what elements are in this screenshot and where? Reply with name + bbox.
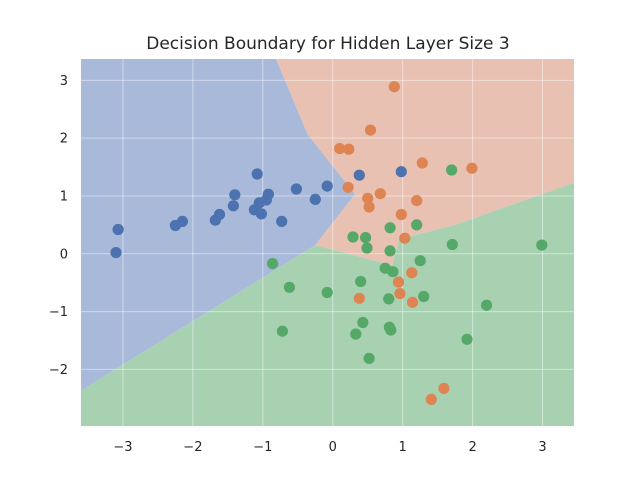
point-class-1 bbox=[416, 157, 428, 169]
point-class-1 bbox=[466, 162, 478, 174]
point-class-2 bbox=[385, 324, 397, 336]
point-class-2 bbox=[446, 164, 458, 176]
point-class-2 bbox=[267, 258, 279, 270]
point-class-2 bbox=[360, 232, 372, 244]
point-class-2 bbox=[418, 290, 430, 303]
point-class-0 bbox=[262, 188, 274, 200]
point-class-2 bbox=[355, 275, 367, 288]
point-class-0 bbox=[227, 200, 239, 212]
point-class-2 bbox=[384, 222, 396, 234]
point-class-0 bbox=[110, 247, 122, 259]
point-class-2 bbox=[384, 245, 396, 257]
point-class-1 bbox=[406, 267, 418, 279]
point-class-2 bbox=[446, 238, 458, 251]
point-class-2 bbox=[363, 352, 375, 364]
point-class-2 bbox=[387, 266, 399, 278]
point-class-2 bbox=[283, 281, 295, 293]
point-class-1 bbox=[363, 201, 375, 213]
point-class-1 bbox=[394, 288, 406, 300]
point-class-0 bbox=[353, 169, 365, 181]
point-class-2 bbox=[361, 242, 373, 254]
point-class-1 bbox=[353, 292, 365, 304]
point-class-2 bbox=[357, 316, 369, 329]
point-class-2 bbox=[411, 219, 423, 231]
point-class-2 bbox=[276, 325, 288, 337]
y-axis-ticks: 3 2 1 0 −1 −2 bbox=[49, 74, 68, 378]
point-class-0 bbox=[176, 215, 188, 227]
point-class-1 bbox=[362, 192, 374, 204]
point-class-0 bbox=[276, 215, 288, 227]
point-class-0 bbox=[255, 208, 267, 220]
point-class-1 bbox=[392, 276, 405, 288]
plot-area bbox=[81, 59, 574, 426]
y-tick-label: 3 bbox=[60, 74, 68, 89]
point-class-0 bbox=[229, 189, 241, 201]
point-class-1 bbox=[399, 232, 411, 244]
x-tick-label: 1 bbox=[399, 440, 407, 455]
point-class-2 bbox=[461, 333, 473, 345]
x-tick-label: −2 bbox=[183, 440, 202, 455]
chart-title: Decision Boundary for Hidden Layer Size … bbox=[146, 34, 509, 54]
y-tick-label: 1 bbox=[60, 189, 68, 204]
point-class-0 bbox=[251, 168, 263, 180]
x-tick-label: 2 bbox=[468, 440, 476, 455]
point-class-1 bbox=[364, 124, 377, 136]
y-tick-label: −1 bbox=[49, 305, 68, 320]
point-class-2 bbox=[383, 293, 395, 305]
decision-regions bbox=[81, 59, 574, 426]
y-tick-label: −2 bbox=[49, 363, 68, 378]
point-class-0 bbox=[395, 166, 407, 178]
point-class-1 bbox=[425, 393, 437, 405]
point-class-1 bbox=[406, 296, 419, 308]
point-class-2 bbox=[536, 239, 548, 251]
point-class-1 bbox=[388, 81, 400, 93]
point-class-1 bbox=[343, 143, 355, 155]
point-class-0 bbox=[290, 183, 302, 195]
grid-lines bbox=[81, 59, 574, 426]
x-tick-label: −1 bbox=[253, 440, 272, 455]
x-tick-label: 0 bbox=[329, 440, 337, 455]
point-class-2 bbox=[350, 328, 362, 340]
x-tick-label: −3 bbox=[113, 440, 132, 455]
data-points bbox=[110, 81, 548, 405]
point-class-0 bbox=[309, 193, 321, 205]
x-axis-ticks: −3 −2 −1 0 1 2 3 bbox=[113, 440, 546, 455]
point-class-0 bbox=[213, 208, 226, 221]
point-class-1 bbox=[334, 143, 346, 155]
point-class-0 bbox=[112, 223, 124, 236]
x-tick-label: 3 bbox=[538, 440, 546, 455]
point-class-1 bbox=[374, 188, 386, 200]
point-class-2 bbox=[481, 299, 493, 311]
point-class-1 bbox=[438, 382, 450, 394]
point-class-1 bbox=[411, 195, 423, 207]
point-class-1 bbox=[395, 208, 407, 221]
y-tick-label: 0 bbox=[60, 247, 68, 262]
point-class-0 bbox=[321, 180, 333, 192]
point-class-2 bbox=[347, 231, 359, 243]
y-tick-label: 2 bbox=[60, 132, 68, 147]
point-class-1 bbox=[342, 181, 354, 193]
point-class-2 bbox=[321, 286, 333, 299]
point-class-2 bbox=[414, 255, 426, 267]
